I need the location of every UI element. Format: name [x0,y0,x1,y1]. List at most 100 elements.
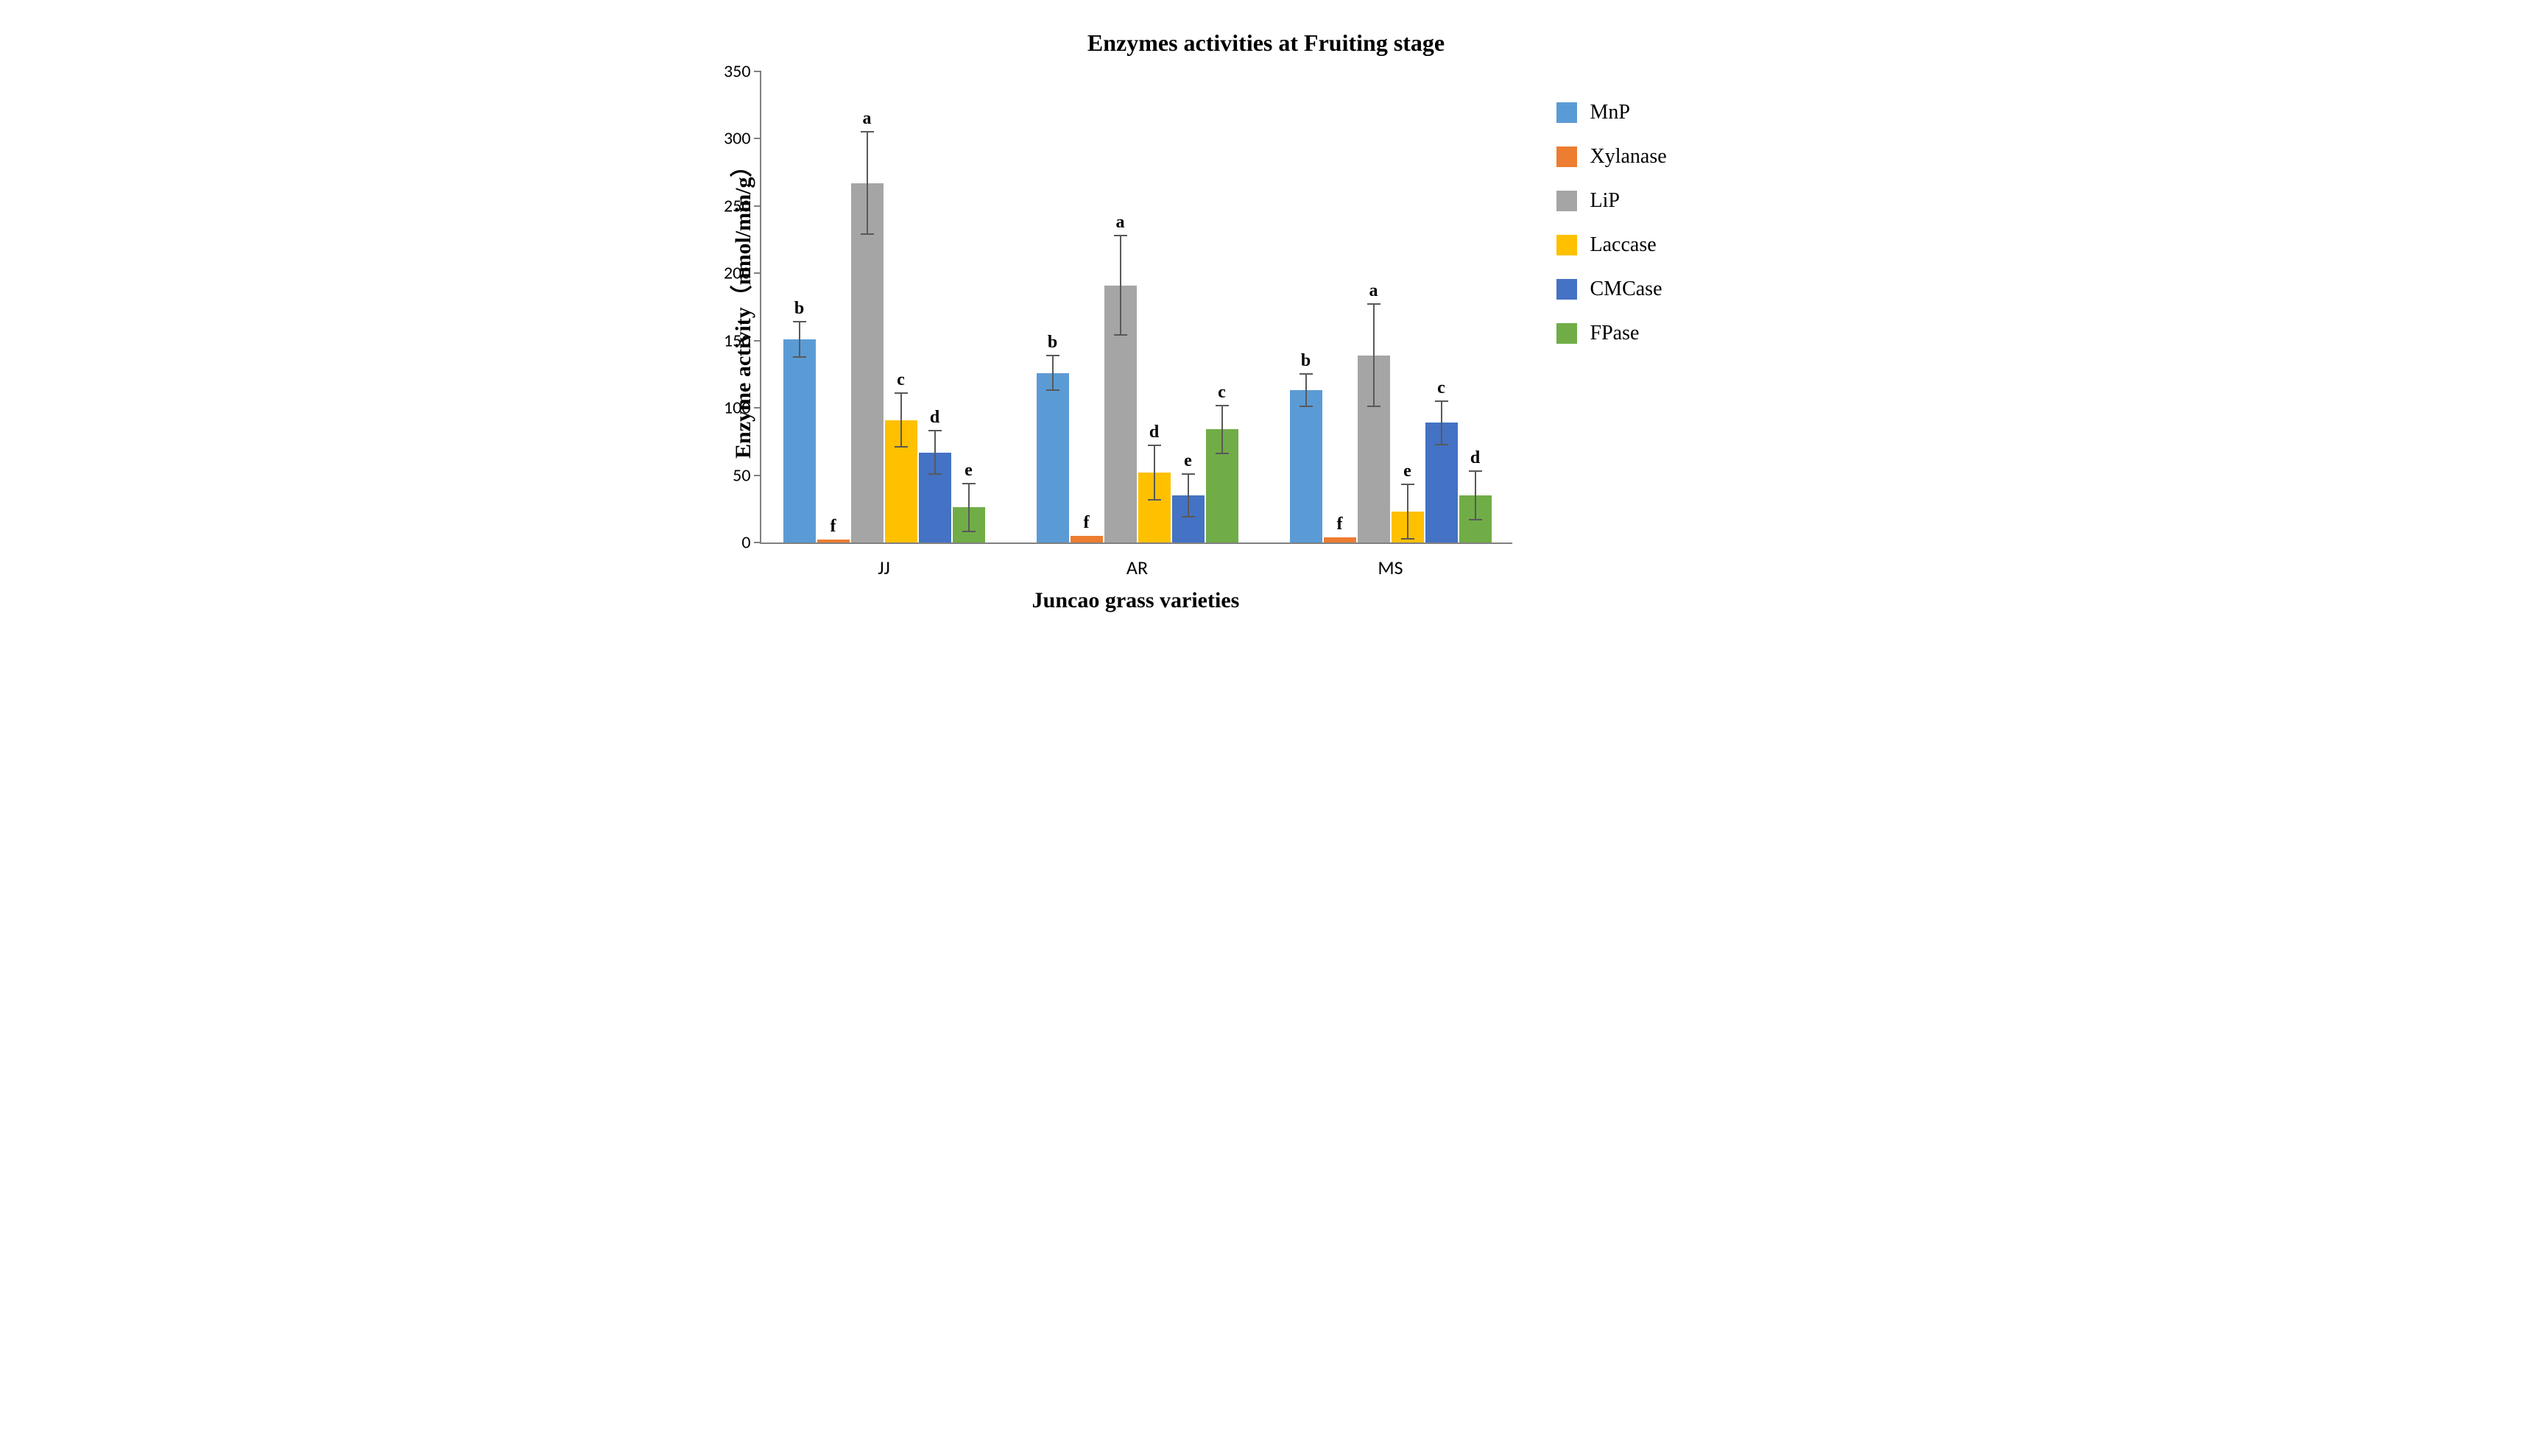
error-bar [968,484,970,532]
bar: d [1138,473,1171,543]
significance-label: d [930,408,939,428]
error-cap [1401,484,1414,485]
y-tick-label: 250 [724,195,761,216]
error-cap [1182,516,1195,517]
error-cap [1114,235,1127,236]
error-bar [1221,406,1223,454]
y-tick-label: 0 [741,532,761,554]
error-bar [934,431,936,474]
significance-label: e [1403,462,1411,481]
chart-body-row: Enzyme activity（nmol/min/g） bfacdebfadec… [722,71,1811,613]
y-tick-label: 100 [724,397,761,419]
error-bar [1441,401,1442,445]
legend-swatch [1556,323,1577,344]
error-cap [1299,373,1313,375]
error-cap [1435,444,1448,445]
bars-layer: bfacdebfadecbfaecd [761,71,1512,543]
bar: d [1459,495,1492,543]
significance-label: a [863,109,872,129]
y-tick-label: 350 [724,61,761,82]
y-tick-label: 50 [733,464,761,486]
enzyme-activity-chart: Enzymes activities at Fruiting stage Enz… [722,29,1811,613]
error-cap [962,483,976,484]
bar: e [1392,512,1424,543]
error-bar [799,322,800,357]
error-cap [895,392,908,394]
legend-item: Laccase [1556,233,1667,257]
bar: a [1358,356,1390,543]
legend-swatch [1556,279,1577,300]
plot-area: bfacdebfadecbfaecd 050100150200250300350… [760,71,1512,544]
legend-swatch [1556,102,1577,123]
error-bar [1154,445,1155,499]
x-tick-label: AR [1126,543,1148,579]
legend-label: MnP [1590,101,1630,124]
legend-label: FPase [1590,322,1640,345]
bar: f [1324,537,1356,543]
error-bar [1052,356,1054,391]
error-bar [1475,471,1476,520]
y-tick-label: 200 [724,263,761,284]
y-tick-label: 300 [724,128,761,149]
significance-label: d [1149,423,1159,442]
bar: e [1172,495,1205,543]
chart-title: Enzymes activities at Fruiting stage [722,29,1811,57]
error-cap [1114,334,1127,336]
error-bar [900,393,902,447]
significance-label: d [1470,448,1480,468]
error-bar [1188,474,1189,517]
bar: f [1071,536,1103,543]
bar: c [1425,423,1458,543]
bar: b [1037,373,1069,543]
bar: d [919,453,951,543]
significance-label: e [965,461,973,481]
legend-label: Laccase [1590,233,1657,257]
bar: c [1206,429,1238,543]
error-cap [928,430,942,431]
error-cap [861,131,874,132]
bar: b [1290,390,1322,543]
error-cap [1046,355,1059,356]
error-cap [1469,519,1482,520]
legend-label: CMCase [1590,278,1662,301]
significance-label: b [1048,333,1057,353]
error-cap [793,321,806,322]
significance-label: b [794,299,804,319]
error-bar [1305,374,1307,406]
bar: a [1104,286,1137,543]
legend-item: FPase [1556,322,1667,345]
error-cap [1299,406,1313,407]
legend-item: MnP [1556,101,1667,124]
error-cap [928,473,942,475]
error-cap [1435,400,1448,402]
error-bar [1373,304,1375,406]
error-cap [1148,445,1161,446]
legend: MnPXylanaseLiPLaccaseCMCaseFPase [1556,101,1667,366]
legend-swatch [1556,235,1577,255]
error-cap [1401,538,1414,540]
y-tick-label: 150 [724,330,761,351]
significance-label: a [1369,281,1378,301]
x-tick-label: JJ [878,543,890,579]
significance-label: f [1337,515,1343,534]
legend-item: CMCase [1556,278,1667,301]
bar: e [953,507,985,543]
bar: b [783,339,816,543]
legend-swatch [1556,146,1577,167]
error-cap [1046,389,1059,391]
significance-label: f [831,517,836,537]
error-cap [895,446,908,448]
x-tick-label: MS [1378,543,1403,579]
legend-label: Xylanase [1590,145,1667,169]
significance-label: f [1084,513,1090,533]
bar: a [851,183,884,543]
error-bar [1120,236,1121,335]
error-cap [793,356,806,358]
plot-column: bfacdebfadecbfaecd 050100150200250300350… [760,71,1512,613]
error-cap [1367,303,1380,305]
legend-swatch [1556,191,1577,211]
error-bar [867,132,868,234]
error-bar [1407,484,1408,538]
error-cap [1148,499,1161,501]
error-cap [861,233,874,235]
